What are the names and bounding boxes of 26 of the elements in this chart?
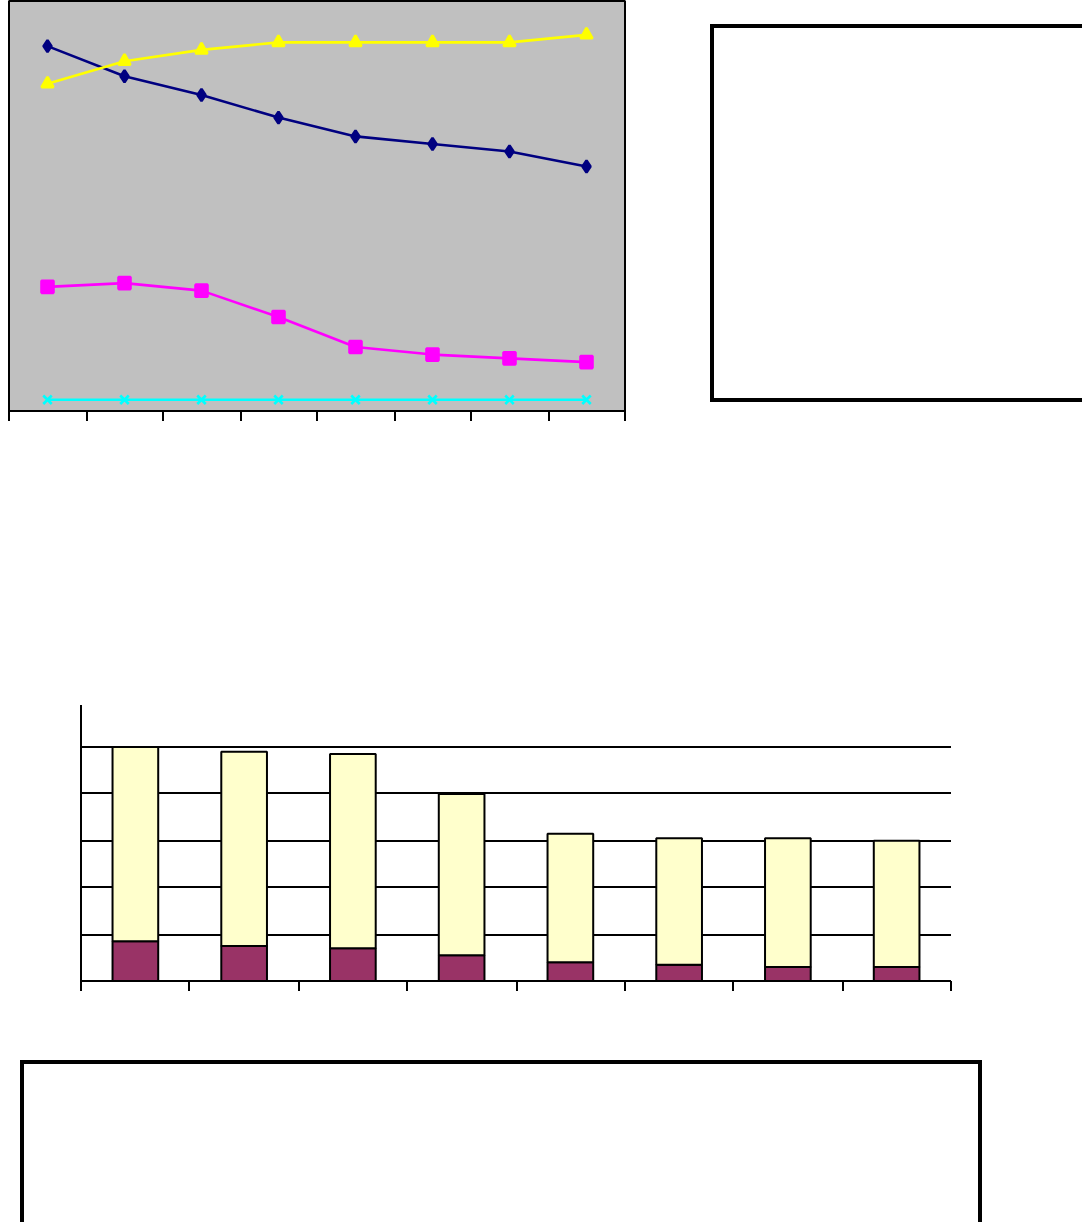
point [118,394,131,406]
point [273,110,284,125]
point [581,159,592,174]
point [40,75,55,89]
point [117,52,132,66]
point [117,275,132,291]
point [348,34,363,48]
point [504,144,515,159]
point [271,309,286,325]
point [194,41,209,55]
point [271,34,286,48]
point [502,34,517,48]
point [425,347,440,362]
point [194,283,209,298]
point [579,354,594,370]
point [348,339,363,355]
point [40,279,55,295]
point [579,26,594,40]
point [425,34,440,48]
point [502,351,517,366]
point [349,394,362,406]
point [272,394,285,406]
point [426,394,439,406]
point [195,394,208,406]
point [350,129,361,144]
point [503,394,516,406]
